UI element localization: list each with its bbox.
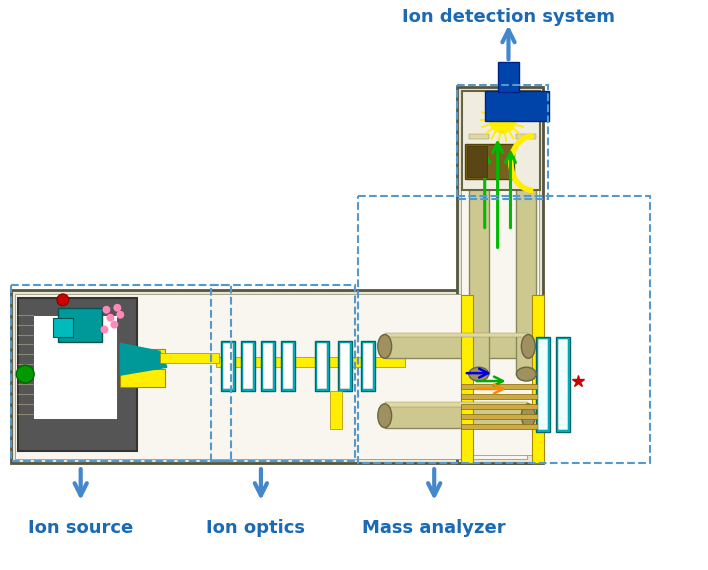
Bar xyxy=(243,343,253,389)
Polygon shape xyxy=(120,343,167,375)
Circle shape xyxy=(110,321,118,328)
Bar xyxy=(556,337,570,431)
Bar xyxy=(516,136,536,374)
Bar xyxy=(516,135,536,140)
Bar xyxy=(223,343,233,389)
Ellipse shape xyxy=(521,335,535,359)
Bar xyxy=(11,285,232,461)
Circle shape xyxy=(116,311,125,319)
Text: Ion source: Ion source xyxy=(28,519,133,536)
Circle shape xyxy=(489,106,516,133)
Bar xyxy=(457,87,543,463)
Bar xyxy=(280,341,295,391)
Bar xyxy=(532,295,544,463)
Bar xyxy=(462,91,540,190)
Bar xyxy=(485,91,549,121)
Bar xyxy=(58,308,103,343)
Bar xyxy=(469,136,489,374)
Bar xyxy=(330,391,342,429)
Ellipse shape xyxy=(469,367,489,381)
Bar xyxy=(384,335,528,359)
Bar xyxy=(467,146,486,177)
Circle shape xyxy=(103,306,110,314)
Bar xyxy=(263,343,273,389)
Bar xyxy=(538,340,548,430)
Bar xyxy=(384,332,528,337)
Bar xyxy=(461,414,543,419)
Circle shape xyxy=(16,365,34,383)
Bar xyxy=(53,317,73,337)
Bar xyxy=(363,343,373,389)
Bar xyxy=(222,341,235,391)
Bar xyxy=(536,337,550,431)
Bar xyxy=(384,404,528,428)
Bar xyxy=(558,340,568,430)
Bar xyxy=(461,404,543,409)
Bar xyxy=(282,343,292,389)
Ellipse shape xyxy=(521,404,535,428)
Bar xyxy=(315,341,329,391)
Ellipse shape xyxy=(516,367,536,381)
Bar xyxy=(461,424,543,429)
Bar xyxy=(18,298,137,451)
Bar xyxy=(469,135,489,140)
Bar xyxy=(212,285,355,461)
Bar xyxy=(461,394,543,399)
Bar xyxy=(11,290,531,463)
Bar xyxy=(361,341,375,391)
Bar xyxy=(217,357,404,367)
Bar xyxy=(120,369,165,387)
Bar xyxy=(358,196,650,463)
Bar xyxy=(317,343,327,389)
Circle shape xyxy=(101,325,108,333)
Bar xyxy=(384,402,528,407)
Bar xyxy=(160,353,219,363)
Circle shape xyxy=(57,294,69,306)
Text: Ion optics: Ion optics xyxy=(207,519,305,536)
Bar xyxy=(457,85,548,199)
Bar xyxy=(241,341,255,391)
Text: Mass analyzer: Mass analyzer xyxy=(362,519,506,536)
Bar xyxy=(461,295,473,463)
Bar xyxy=(33,315,118,419)
Bar xyxy=(120,349,165,367)
Bar xyxy=(16,294,527,459)
Bar xyxy=(461,91,539,455)
Bar xyxy=(261,341,275,391)
Bar xyxy=(465,144,515,179)
Ellipse shape xyxy=(378,335,392,359)
Bar xyxy=(461,384,543,389)
Bar xyxy=(498,62,520,92)
Text: Ion detection system: Ion detection system xyxy=(402,7,615,26)
Circle shape xyxy=(113,304,121,312)
Bar xyxy=(340,343,350,389)
Circle shape xyxy=(106,314,115,321)
Ellipse shape xyxy=(378,404,392,428)
Bar xyxy=(338,341,352,391)
